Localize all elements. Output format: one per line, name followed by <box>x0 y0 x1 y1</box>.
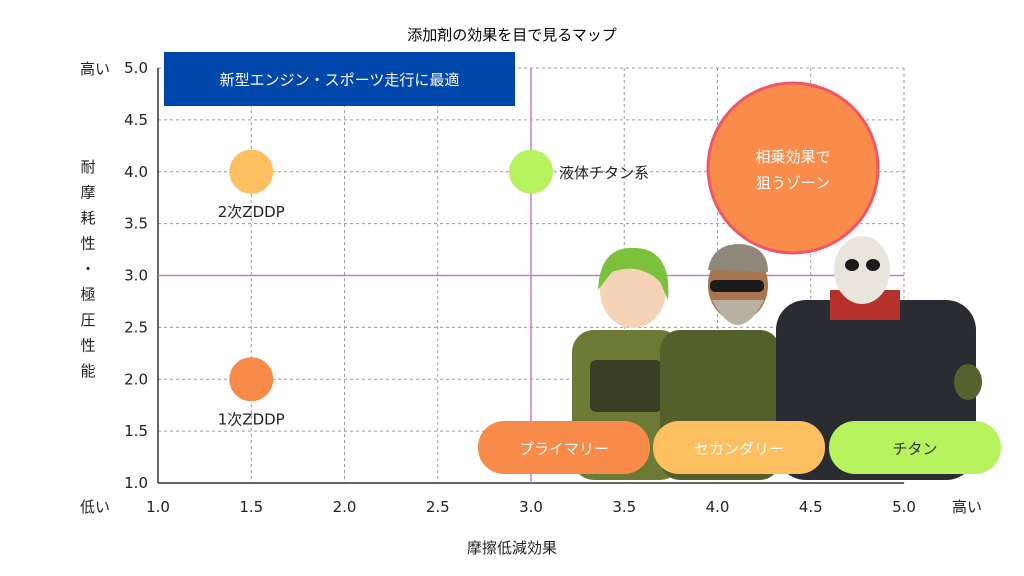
banner-box <box>164 52 515 106</box>
data-point-label: 液体チタン系 <box>559 164 649 182</box>
x-tick-label: 1.5 <box>239 498 263 516</box>
y-axis-title-char: 性 <box>80 235 95 253</box>
y-axis-title-char: 摩 <box>80 184 95 202</box>
data-point <box>229 149 274 194</box>
x-axis-title: 摩擦低減効果 <box>467 539 557 557</box>
legend-chip <box>829 421 1001 474</box>
banner-text: 新型エンジン・スポーツ走行に最適 <box>220 71 460 89</box>
legend-chip-label: プライマリー <box>519 440 609 458</box>
legend: プライマリー セカンダリー チタン <box>478 421 1001 474</box>
y-tick-label: 2.0 <box>124 370 148 388</box>
legend-chip <box>653 421 825 474</box>
x-tick-label: 2.5 <box>426 498 450 516</box>
y-tick-label: 1.0 <box>124 474 148 492</box>
y-tick-label: 3.5 <box>124 215 148 233</box>
data-point <box>509 149 553 194</box>
x-tick-label: 4.5 <box>799 498 823 516</box>
legend-chip-label: セカンダリー <box>694 440 784 458</box>
y-tick-label: 4.5 <box>124 111 148 129</box>
y-high-label: 高い <box>80 60 110 78</box>
chart-title: 添加剤の効果を目で見るマップ <box>407 26 616 44</box>
y-axis-title-char: 能 <box>80 362 95 380</box>
x-tick-label: 1.0 <box>146 498 170 516</box>
x-low-label: 低い <box>80 498 110 516</box>
synergy-zone-line2: 狙うゾーン <box>756 174 830 192</box>
data-point-label: 2次ZDDP <box>218 203 285 221</box>
quadrant-lines <box>158 68 904 483</box>
y-tick-label: 1.5 <box>124 422 148 440</box>
synergy-zone-line1: 相乗効果で <box>755 148 830 166</box>
y-axis-title-char: ・ <box>80 260 95 278</box>
synergy-zone-circle <box>706 81 880 255</box>
x-tick-label: 3.5 <box>612 498 636 516</box>
data-point-label: 1次ZDDP <box>218 410 285 428</box>
x-high-label: 高い <box>952 498 982 516</box>
legend-chip-label: チタン <box>892 440 937 458</box>
x-tick-label: 5.0 <box>892 498 916 516</box>
y-tick-label: 2.5 <box>124 318 148 336</box>
y-axis-title-char: 性 <box>80 337 95 355</box>
y-tick-label: 3.0 <box>124 267 148 285</box>
y-tick-label: 4.0 <box>124 163 148 181</box>
y-axis-title-char: 圧 <box>80 311 95 329</box>
x-tick-labels: 1.0 1.5 2.0 2.5 3.0 3.5 4.0 4.5 5.0 <box>146 498 916 516</box>
y-axis-title-char: 極 <box>80 286 95 304</box>
y-axis-title-char: 耐 <box>80 158 95 176</box>
x-tick-label: 3.0 <box>519 498 543 516</box>
y-tick-labels: 1.0 1.5 2.0 2.5 3.0 3.5 4.0 4.5 5.0 <box>124 59 148 492</box>
data-points: 2次ZDDP 1次ZDDP 液体チタン系 <box>218 149 649 428</box>
y-tick-label: 5.0 <box>124 59 148 77</box>
x-tick-label: 4.0 <box>706 498 730 516</box>
y-axis-title-char: 耗 <box>80 209 95 227</box>
data-point <box>229 357 274 402</box>
legend-chip <box>478 421 650 474</box>
grenade-icon <box>954 364 982 400</box>
x-tick-label: 2.0 <box>333 498 357 516</box>
